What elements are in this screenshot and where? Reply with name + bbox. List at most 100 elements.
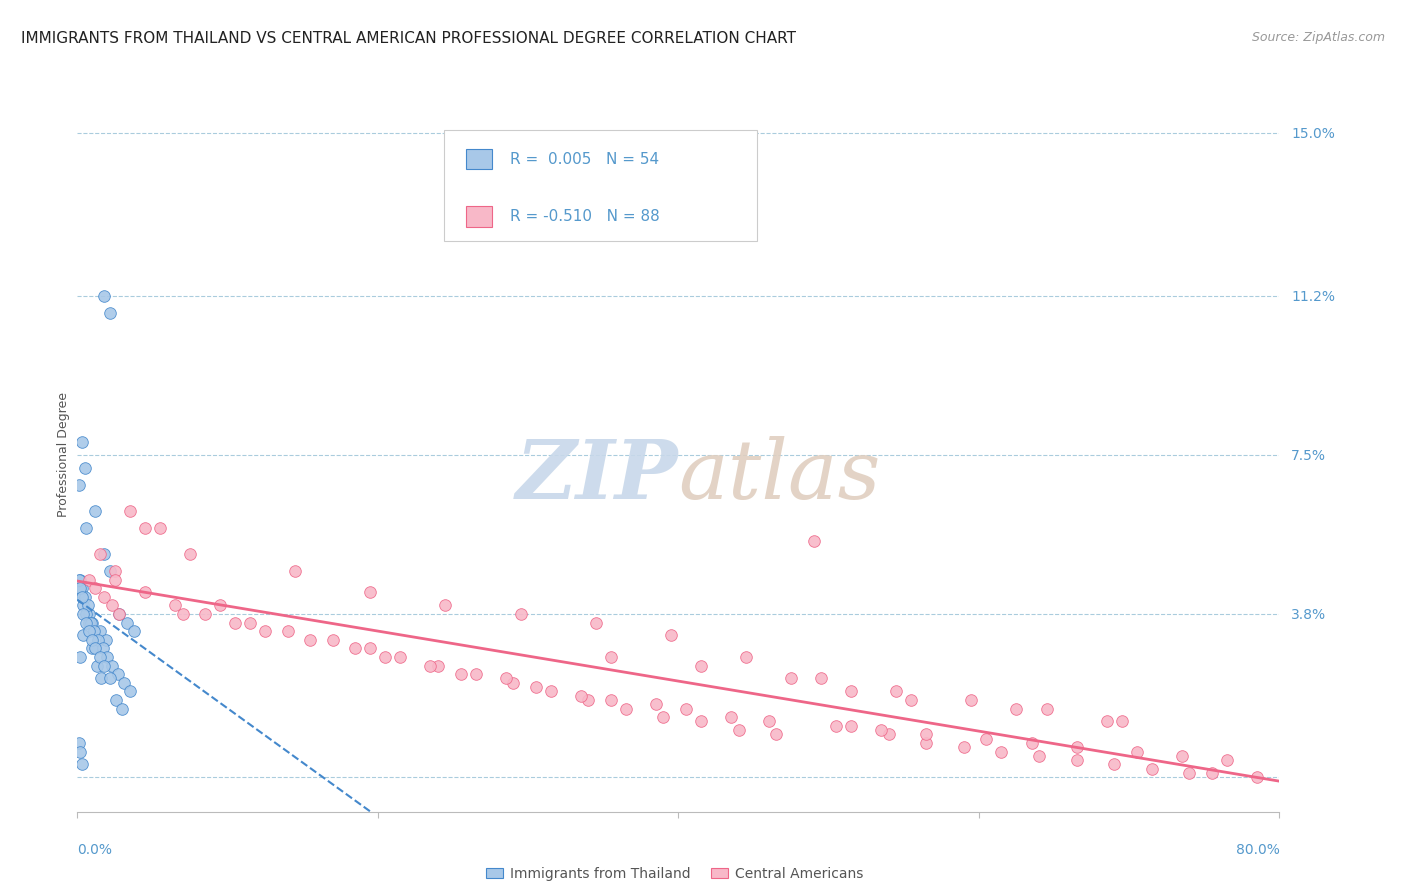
Point xyxy=(614,701,637,715)
Point xyxy=(344,641,367,656)
Point xyxy=(1102,757,1125,772)
FancyBboxPatch shape xyxy=(465,149,492,169)
Point xyxy=(1111,714,1133,729)
Point xyxy=(73,460,96,475)
Point xyxy=(101,599,124,613)
Point xyxy=(72,607,94,621)
Point xyxy=(359,641,381,656)
Point xyxy=(83,624,105,639)
Point xyxy=(900,693,922,707)
Point xyxy=(93,658,115,673)
Point xyxy=(72,599,94,613)
Point xyxy=(780,672,803,686)
Point xyxy=(89,650,111,665)
Point xyxy=(73,590,96,604)
Point xyxy=(69,650,91,665)
Point xyxy=(284,564,307,578)
Point xyxy=(990,745,1012,759)
Point xyxy=(1178,766,1201,780)
Point xyxy=(239,615,262,630)
Point xyxy=(690,714,713,729)
Point xyxy=(108,607,131,621)
Point xyxy=(67,478,90,492)
Point xyxy=(915,736,938,750)
Point xyxy=(427,658,450,673)
Point xyxy=(70,581,93,595)
Point xyxy=(1021,736,1043,750)
Point xyxy=(585,615,607,630)
Point xyxy=(69,573,91,587)
Point xyxy=(839,684,862,698)
Point xyxy=(100,672,122,686)
Point xyxy=(727,723,749,737)
Point xyxy=(84,504,107,518)
Point xyxy=(112,675,135,690)
Point xyxy=(87,632,110,647)
Point xyxy=(1125,745,1147,759)
Point xyxy=(100,306,122,320)
Point xyxy=(69,581,91,595)
Text: atlas: atlas xyxy=(679,436,880,516)
Point xyxy=(877,727,900,741)
Point xyxy=(79,624,101,639)
Point xyxy=(976,731,998,746)
Point xyxy=(1066,753,1088,767)
Point xyxy=(434,599,457,613)
Point xyxy=(1028,748,1050,763)
Point xyxy=(70,757,93,772)
Point xyxy=(69,585,91,599)
Point xyxy=(209,599,232,613)
Point xyxy=(163,599,186,613)
Point xyxy=(69,745,91,759)
Point xyxy=(960,693,983,707)
Point xyxy=(89,547,111,561)
Text: R =  0.005   N = 54: R = 0.005 N = 54 xyxy=(510,152,659,167)
Point xyxy=(79,573,101,587)
Point xyxy=(107,667,129,681)
Point xyxy=(67,573,90,587)
Point xyxy=(118,684,141,698)
Point xyxy=(675,701,697,715)
Point xyxy=(690,658,713,673)
Point xyxy=(1066,740,1088,755)
Y-axis label: Professional Degree: Professional Degree xyxy=(58,392,70,517)
Point xyxy=(79,607,101,621)
Point xyxy=(149,521,172,535)
Point xyxy=(105,693,128,707)
Point xyxy=(495,672,517,686)
Point xyxy=(569,689,592,703)
Point xyxy=(359,585,381,599)
Point xyxy=(93,590,115,604)
Point xyxy=(540,684,562,698)
Point xyxy=(96,650,118,665)
Point xyxy=(1171,748,1194,763)
Point xyxy=(80,615,103,630)
Point xyxy=(599,693,621,707)
Point xyxy=(115,615,138,630)
Point xyxy=(464,667,486,681)
Point xyxy=(82,632,104,647)
Text: 80.0%: 80.0% xyxy=(1236,843,1279,857)
Point xyxy=(659,628,682,642)
Point xyxy=(884,684,907,698)
Point xyxy=(599,650,621,665)
Point xyxy=(870,723,893,737)
Point xyxy=(652,710,675,724)
Point xyxy=(194,607,217,621)
Point xyxy=(322,632,344,647)
Point xyxy=(524,680,547,694)
Point xyxy=(91,641,114,656)
Point xyxy=(502,675,524,690)
Point xyxy=(720,710,742,724)
Text: R = -0.510   N = 88: R = -0.510 N = 88 xyxy=(510,209,659,224)
Point xyxy=(1216,753,1239,767)
Point xyxy=(90,672,112,686)
Point xyxy=(94,632,117,647)
Text: IMMIGRANTS FROM THAILAND VS CENTRAL AMERICAN PROFESSIONAL DEGREE CORRELATION CHA: IMMIGRANTS FROM THAILAND VS CENTRAL AMER… xyxy=(21,31,796,46)
Point xyxy=(576,693,599,707)
Point xyxy=(172,607,194,621)
Point xyxy=(100,564,122,578)
Point xyxy=(179,547,201,561)
Point xyxy=(134,585,156,599)
Text: Source: ZipAtlas.com: Source: ZipAtlas.com xyxy=(1251,31,1385,45)
